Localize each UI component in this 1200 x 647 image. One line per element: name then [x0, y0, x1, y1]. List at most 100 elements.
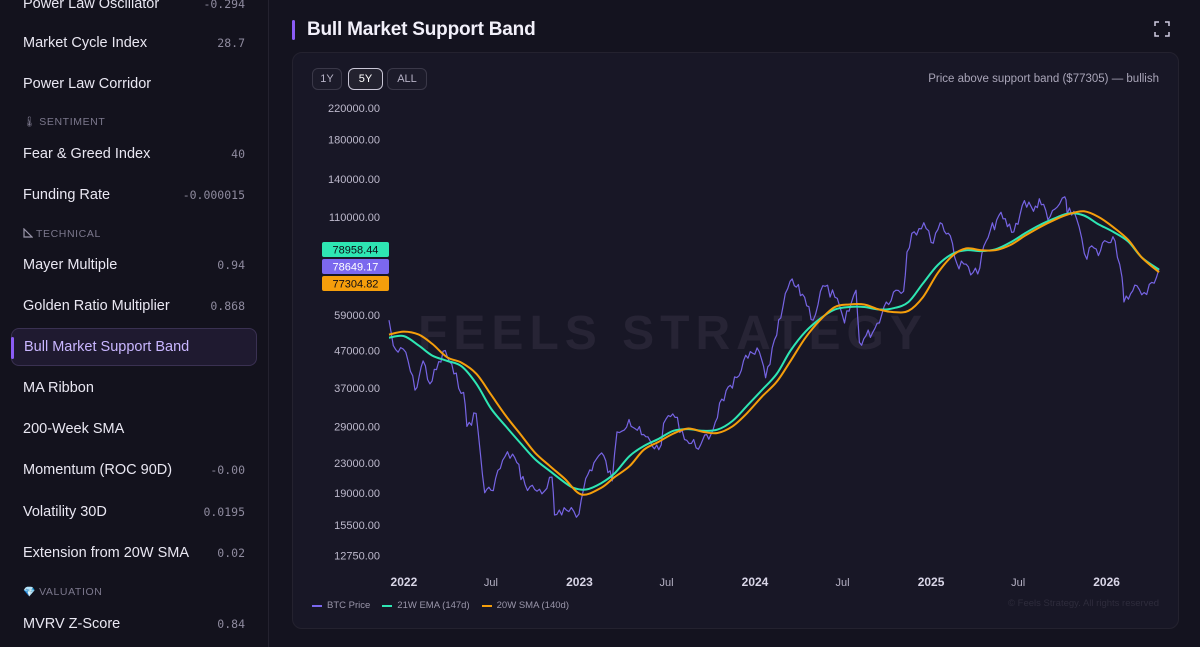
legend-swatch-sma [481, 604, 492, 607]
y-tick-label: 15500.00 [334, 520, 380, 532]
section-header-sentiment: 🌡 SENTIMENT [23, 114, 105, 130]
page-title: Bull Market Support Band [307, 19, 536, 40]
y-tick-label: 220000.00 [328, 103, 380, 115]
sma-20w-line [388, 210, 1160, 496]
sidebar-item-momentum[interactable]: Momentum (ROC 90D) -0.00 [11, 451, 257, 489]
btc-price-line [388, 196, 1160, 518]
sidebar-item-power-law-oscillator[interactable]: Power Law Oscillator -0.294 [11, 0, 257, 23]
last-value-label-ema: 78958.44 [333, 245, 379, 257]
sidebar-item-bull-market-support-band[interactable]: Bull Market Support Band [11, 328, 257, 366]
sidebar-item-label: 200-Week SMA [23, 421, 125, 437]
sidebar-item-label: MVRV Z-Score [23, 616, 121, 632]
bull-market-support-band-chart[interactable]: FEELS STRATEGY 220000.00 180000.00 140000.… [293, 53, 1178, 628]
sidebar-item-volatility-30d[interactable]: Volatility 30D 0.0195 [11, 493, 257, 531]
sidebar-item-golden-ratio-multiplier[interactable]: Golden Ratio Multiplier 0.868 [11, 287, 257, 325]
last-value-label-ema-bg [322, 242, 389, 257]
sidebar-item-value: 0.02 [217, 546, 245, 560]
legend-label-ema: 21W EMA (147d) [397, 600, 470, 611]
sidebar-item-extension-from-20w-sma[interactable]: Extension from 20W SMA 0.02 [11, 534, 257, 572]
y-tick-label: 180000.00 [328, 135, 380, 147]
y-tick-label: 37000.00 [334, 383, 380, 395]
last-value-label-price: 78649.17 [333, 262, 379, 274]
last-value-label-sma: 77304.82 [333, 279, 379, 291]
sidebar-item-label: Fear & Greed Index [23, 146, 151, 162]
y-tick-label: 47000.00 [334, 345, 380, 357]
thermometer-icon: 🌡 [23, 116, 37, 128]
last-value-label-price-bg [322, 259, 389, 274]
section-header-label: VALUATION [39, 586, 103, 598]
ema-21w-line [388, 212, 1160, 491]
sidebar: Power Law Oscillator -0.294 Market Cycle… [0, 0, 269, 647]
y-tick-label: 12750.00 [334, 550, 380, 562]
sidebar-item-label: Bull Market Support Band [24, 339, 190, 355]
chart-legend: BTC Price 21W EMA (147d) 20W SMA (140d) [312, 600, 569, 611]
section-header-label: TECHNICAL [36, 228, 101, 240]
sidebar-item-fear-greed-index[interactable]: Fear & Greed Index 40 [11, 135, 257, 173]
section-header-label: SENTIMENT [39, 116, 106, 128]
x-tick-label: Jul [484, 577, 498, 589]
y-tick-label: 19000.00 [334, 488, 380, 500]
chart-corner-icon [23, 227, 34, 241]
x-tick-label: 2024 [742, 575, 769, 589]
copyright-text: © Feels Strategy. All rights reserved [1008, 598, 1159, 609]
sidebar-item-label: Momentum (ROC 90D) [23, 462, 173, 478]
fullscreen-icon[interactable] [1153, 20, 1171, 38]
sidebar-item-value: 0.84 [217, 617, 245, 631]
legend-swatch-ema [382, 604, 393, 607]
sidebar-item-value: -0.00 [210, 463, 245, 477]
range-button-all[interactable]: ALL [387, 68, 427, 90]
x-tick-label: 2022 [391, 575, 418, 589]
sidebar-item-ma-ribbon[interactable]: MA Ribbon [11, 369, 257, 407]
legend-label-sma: 20W SMA (140d) [496, 600, 569, 611]
last-value-label-sma-bg [322, 276, 389, 291]
sidebar-item-value: -0.294 [203, 0, 245, 11]
y-tick-label: 29000.00 [334, 421, 380, 433]
x-tick-label: 2023 [566, 575, 593, 589]
main-panel: Bull Market Support Band 1Y 5Y ALL Price… [269, 0, 1200, 647]
y-tick-label: 110000.00 [329, 212, 380, 224]
sidebar-item-mvrv-z-score[interactable]: MVRV Z-Score 0.84 [11, 605, 257, 643]
diamond-icon: 💎 [23, 586, 37, 598]
y-axis: 220000.00 180000.00 140000.00 110000.00 5900… [328, 103, 380, 562]
x-tick-label: Jul [659, 577, 673, 589]
sidebar-item-funding-rate[interactable]: Funding Rate -0.000015 [11, 176, 257, 214]
sidebar-item-market-cycle-index[interactable]: Market Cycle Index 28.7 [11, 24, 257, 62]
sidebar-item-label: Power Law Oscillator [23, 0, 160, 12]
title-accent-bar [292, 20, 295, 40]
sidebar-item-label: Golden Ratio Multiplier [23, 298, 170, 314]
sidebar-item-value: 40 [231, 147, 245, 161]
y-tick-label: 140000.00 [328, 174, 380, 186]
x-tick-label: 2026 [1093, 575, 1120, 589]
range-button-1y[interactable]: 1Y [312, 68, 342, 90]
section-header-technical: TECHNICAL [23, 226, 101, 242]
section-header-valuation: 💎 VALUATION [23, 584, 102, 600]
chart-watermark: FEELS STRATEGY [418, 307, 928, 360]
sidebar-item-label: Power Law Corridor [23, 76, 152, 92]
sidebar-item-label: MA Ribbon [23, 380, 94, 396]
sidebar-item-power-law-corridor[interactable]: Power Law Corridor [11, 65, 257, 103]
last-value-labels: 78958.44 78649.17 77304.82 [322, 242, 389, 291]
series-layer [388, 196, 1160, 518]
sidebar-item-200-week-sma[interactable]: 200-Week SMA [11, 410, 257, 448]
range-button-5y[interactable]: 5Y [348, 68, 383, 90]
x-axis: 2022 Jul 2023 Jul 2024 Jul 2025 Jul 2026 [391, 575, 1121, 589]
sidebar-item-value: 0.0195 [203, 505, 245, 519]
sidebar-item-label: Funding Rate [23, 187, 111, 203]
sidebar-item-label: Volatility 30D [23, 504, 107, 520]
y-tick-label: 59000.00 [334, 310, 380, 322]
chart-card: 1Y 5Y ALL Price above support band ($773… [292, 52, 1179, 629]
page-header: Bull Market Support Band [292, 18, 536, 42]
sidebar-item-label: Mayer Multiple [23, 257, 118, 273]
sidebar-item-value: 0.94 [217, 258, 245, 272]
status-text: Price above support band ($77305) — bull… [928, 73, 1159, 85]
x-tick-label: 2025 [918, 575, 945, 589]
legend-swatch-price [312, 604, 322, 607]
sidebar-item-label: Extension from 20W SMA [23, 545, 189, 561]
sidebar-item-label: Market Cycle Index [23, 35, 148, 51]
sidebar-item-mayer-multiple[interactable]: Mayer Multiple 0.94 [11, 246, 257, 284]
sidebar-item-value: 0.868 [210, 299, 245, 313]
x-tick-label: Jul [836, 577, 850, 589]
sidebar-item-value: -0.000015 [182, 188, 245, 202]
x-tick-label: Jul [1011, 577, 1025, 589]
sidebar-item-value: 28.7 [217, 36, 245, 50]
